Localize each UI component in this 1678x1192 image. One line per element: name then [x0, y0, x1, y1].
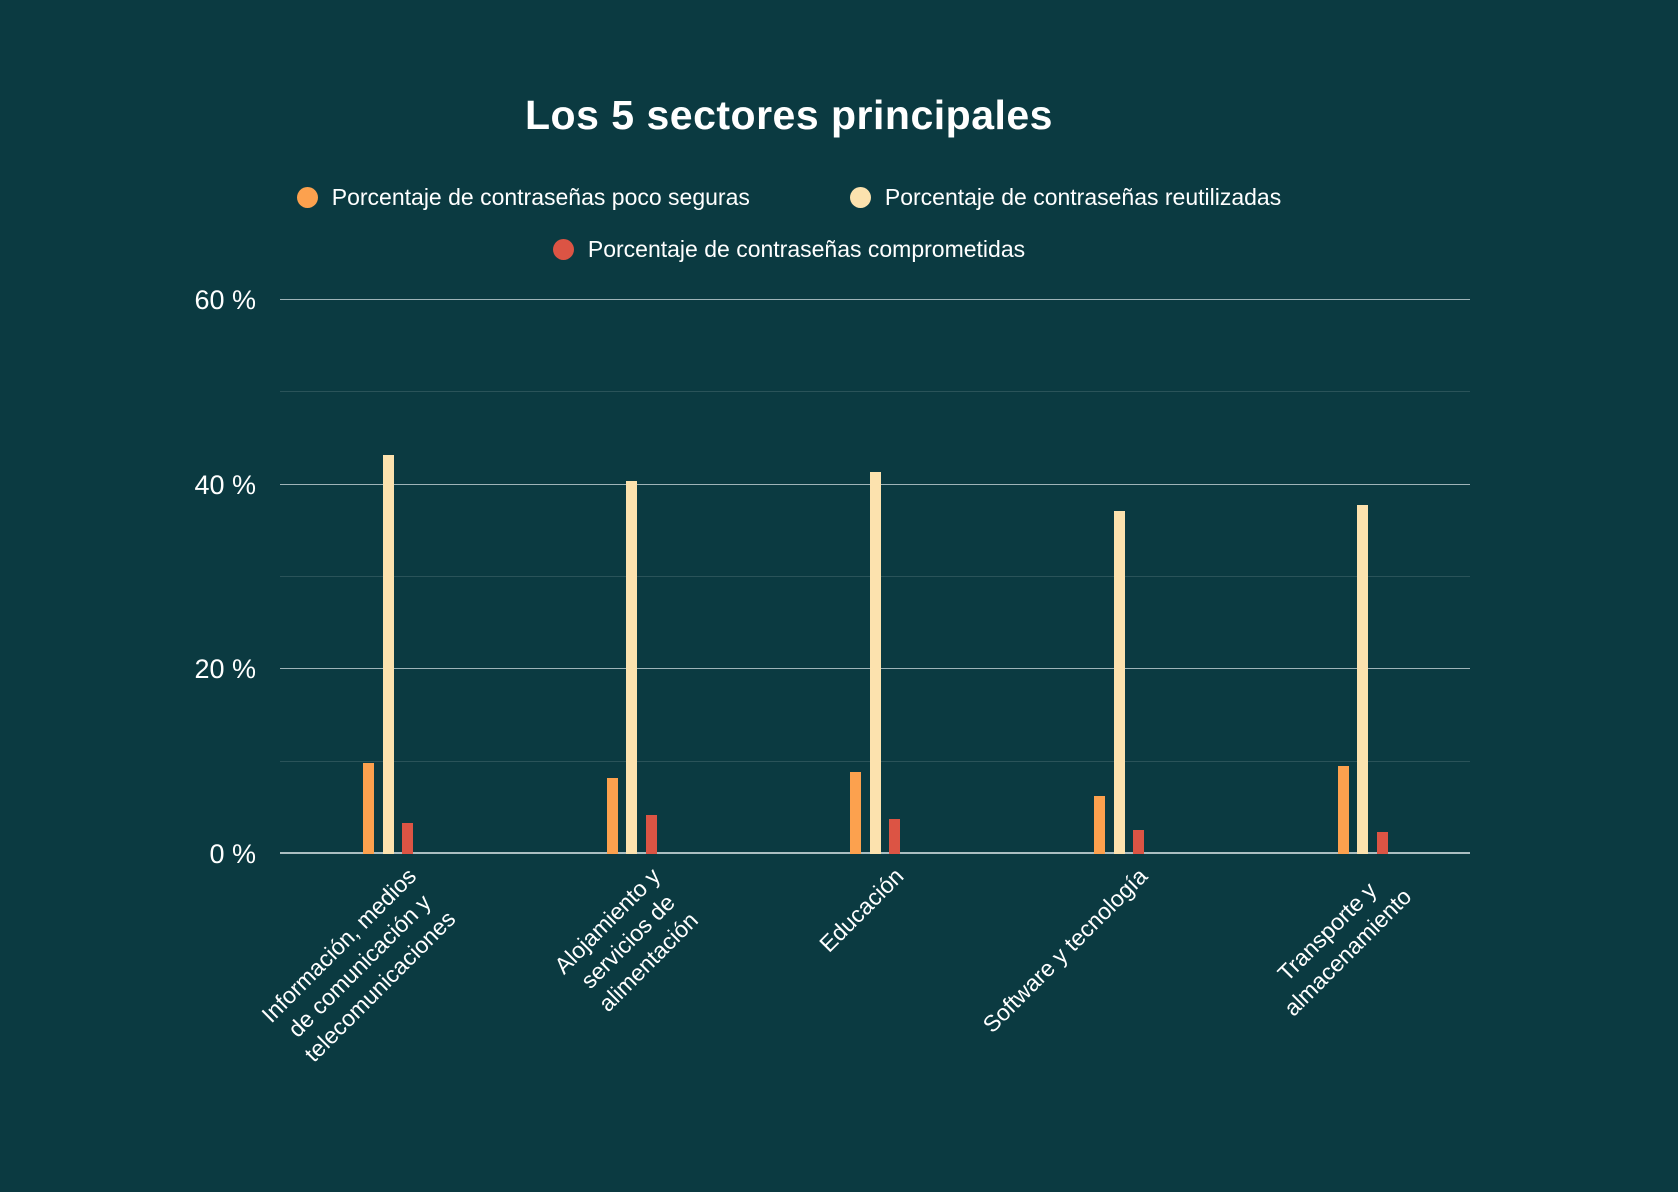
- y-tick-label-20: 20 %: [194, 654, 256, 685]
- bar-series2-group2: [626, 480, 638, 854]
- legend-item-comprometidas: Porcentaje de contraseñas comprometidas: [552, 236, 1026, 263]
- y-tick-label-40: 40 %: [194, 469, 256, 500]
- bar-series2-group1: [382, 455, 394, 854]
- y-tick-label-0: 0 %: [209, 839, 256, 869]
- legend: Porcentaje de contraseñas poco seguras P…: [0, 184, 1578, 263]
- bar-series1-group2: [606, 778, 618, 854]
- bar-series3-group3: [889, 818, 901, 854]
- x-category-label-5: Transporte y almacenamiento: [1272, 877, 1417, 1021]
- bar-series1-group4: [1094, 795, 1106, 854]
- gridline-60: [280, 299, 1470, 300]
- legend-row-1: Porcentaje de contraseñas poco seguras P…: [296, 184, 1282, 211]
- legend-item-poco-seguras: Porcentaje de contraseñas poco seguras: [296, 184, 750, 211]
- x-category-label-1: Información, medios de comunicación y tele…: [256, 862, 461, 1067]
- bar-series3-group1: [402, 822, 413, 854]
- y-tick-label-60: 60 %: [194, 285, 256, 315]
- legend-label-comprometidas: Porcentaje de contraseñas comprometidas: [587, 236, 1026, 262]
- bar-series1-group3: [850, 771, 862, 854]
- x-category-label-3: Educación: [814, 862, 909, 958]
- gridline-50: [280, 391, 1470, 393]
- bar-series1-group1: [363, 762, 374, 854]
- plot-area: [280, 299, 1470, 854]
- legend-label-poco-seguras: Porcentaje de contraseñas poco seguras: [331, 184, 750, 210]
- bar-series2-group5: [1357, 504, 1369, 854]
- x-category-label-4: Software y tecnología: [977, 862, 1153, 1038]
- legend-dot-reutilizadas-icon: [849, 187, 871, 208]
- legend-label-reutilizadas: Porcentaje de contraseñas reutilizadas: [884, 184, 1282, 210]
- legend-item-reutilizadas: Porcentaje de contraseñas reutilizadas: [849, 184, 1282, 211]
- bar-series1-group5: [1337, 766, 1349, 854]
- bar-series3-group5: [1376, 831, 1388, 854]
- legend-dot-poco-seguras-icon: [296, 187, 318, 208]
- bar-series3-group4: [1133, 830, 1145, 854]
- bar-series3-group2: [645, 815, 657, 854]
- chart-title: Los 5 sectores principales: [524, 92, 1053, 138]
- bar-series2-group3: [869, 471, 881, 854]
- legend-row-2: Porcentaje de contraseñas comprometidas: [552, 236, 1026, 263]
- bar-series2-group4: [1113, 510, 1125, 854]
- legend-dot-comprometidas-icon: [552, 239, 574, 260]
- x-category-label-2: Alojamiento y servicios de alimentación: [548, 862, 703, 1017]
